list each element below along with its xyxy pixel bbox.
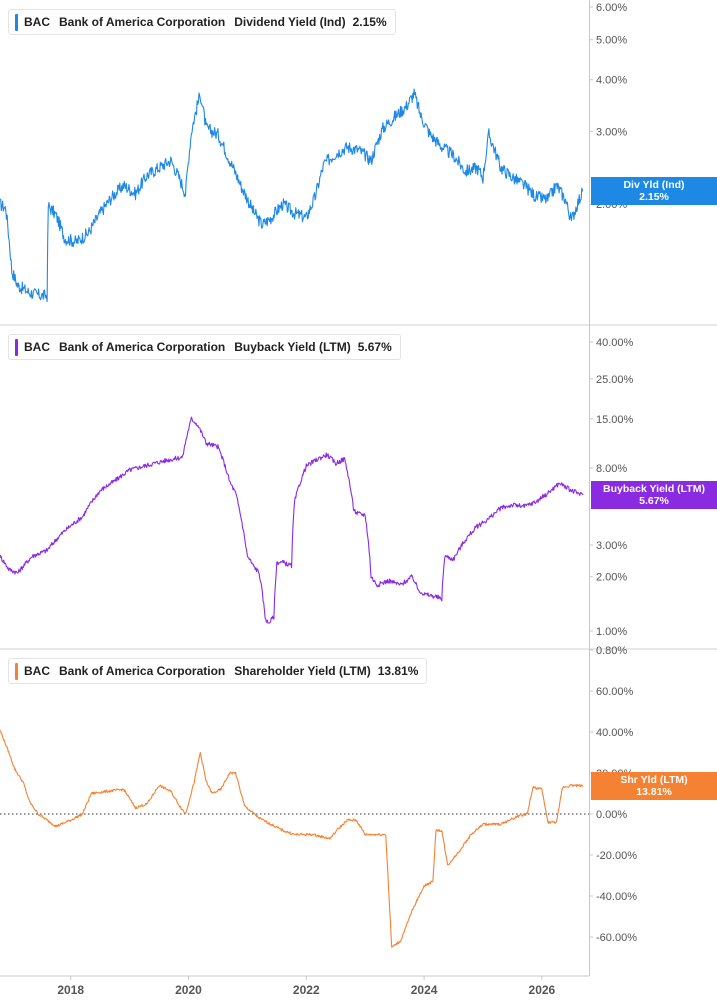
- x-tick-label: 2026: [529, 983, 556, 997]
- tag-label: Div Yld (Ind): [623, 179, 685, 192]
- legend-ticker: BAC: [24, 15, 50, 29]
- legend-ticker: BAC: [24, 340, 50, 354]
- value-tag-buyback-yield: Buyback Yield (LTM) 5.67%: [591, 481, 717, 510]
- legend-metric: Shareholder Yield (LTM): [234, 664, 371, 678]
- series-line: [0, 729, 584, 948]
- legend-value: 2.15%: [352, 15, 387, 29]
- legend-metric: Dividend Yield (Ind): [234, 15, 346, 29]
- y-tick-label: 40.00%: [596, 337, 634, 349]
- series-line: [0, 88, 584, 303]
- y-tick-label: -20.00%: [596, 850, 637, 862]
- legend-color-bar: [15, 662, 18, 680]
- legend-ticker: BAC: [24, 664, 50, 678]
- tag-value: 5.67%: [639, 495, 669, 508]
- y-tick-label: 5.00%: [596, 35, 627, 47]
- y-tick-label: 15.00%: [596, 414, 634, 426]
- tag-label: Shr Yld (LTM): [620, 773, 688, 786]
- y-tick-label: 0.80%: [596, 645, 627, 657]
- legend-shareholder-yield: BAC Bank of America Corporation Sharehol…: [8, 658, 428, 684]
- tag-value: 2.15%: [639, 191, 669, 204]
- x-tick-label: 2020: [175, 983, 202, 997]
- tag-label: Buyback Yield (LTM): [603, 483, 705, 496]
- legend-dividend-yield: BAC Bank of America Corporation Dividend…: [8, 9, 396, 35]
- tag-value: 13.81%: [636, 785, 672, 798]
- legend-company: Bank of America Corporation: [59, 15, 226, 29]
- legend-value: 5.67%: [357, 340, 392, 354]
- y-tick-label: 0.00%: [596, 809, 627, 821]
- y-tick-label: 40.00%: [596, 727, 634, 739]
- y-tick-label: 1.00%: [596, 626, 627, 638]
- legend-color-bar: [15, 338, 18, 356]
- y-tick-label: 25.00%: [596, 374, 634, 386]
- x-tick-label: 2022: [293, 983, 320, 997]
- y-tick-label: -60.00%: [596, 932, 637, 944]
- y-tick-label: 8.00%: [596, 463, 627, 475]
- y-tick-label: 4.00%: [596, 75, 627, 87]
- legend-company: Bank of America Corporation: [59, 664, 226, 678]
- value-tag-dividend-yield: Div Yld (Ind) 2.15%: [591, 177, 717, 206]
- y-tick-label: 3.00%: [596, 540, 627, 552]
- value-tag-shareholder-yield: Shr Yld (LTM) 13.81%: [591, 771, 717, 800]
- x-tick-label: 2018: [57, 983, 84, 997]
- x-tick-label: 2024: [411, 983, 438, 997]
- legend-buyback-yield: BAC Bank of America Corporation Buyback …: [8, 334, 401, 360]
- legend-color-bar: [15, 13, 18, 31]
- legend-metric: Buyback Yield (LTM): [234, 340, 351, 354]
- series-line: [0, 416, 584, 624]
- y-tick-label: 6.00%: [596, 2, 627, 14]
- y-tick-label: 3.00%: [596, 126, 627, 138]
- y-tick-label: 2.00%: [596, 572, 627, 584]
- legend-company: Bank of America Corporation: [59, 340, 226, 354]
- legend-value: 13.81%: [377, 664, 419, 678]
- y-tick-label: 60.00%: [596, 686, 634, 698]
- y-tick-label: -40.00%: [596, 891, 637, 903]
